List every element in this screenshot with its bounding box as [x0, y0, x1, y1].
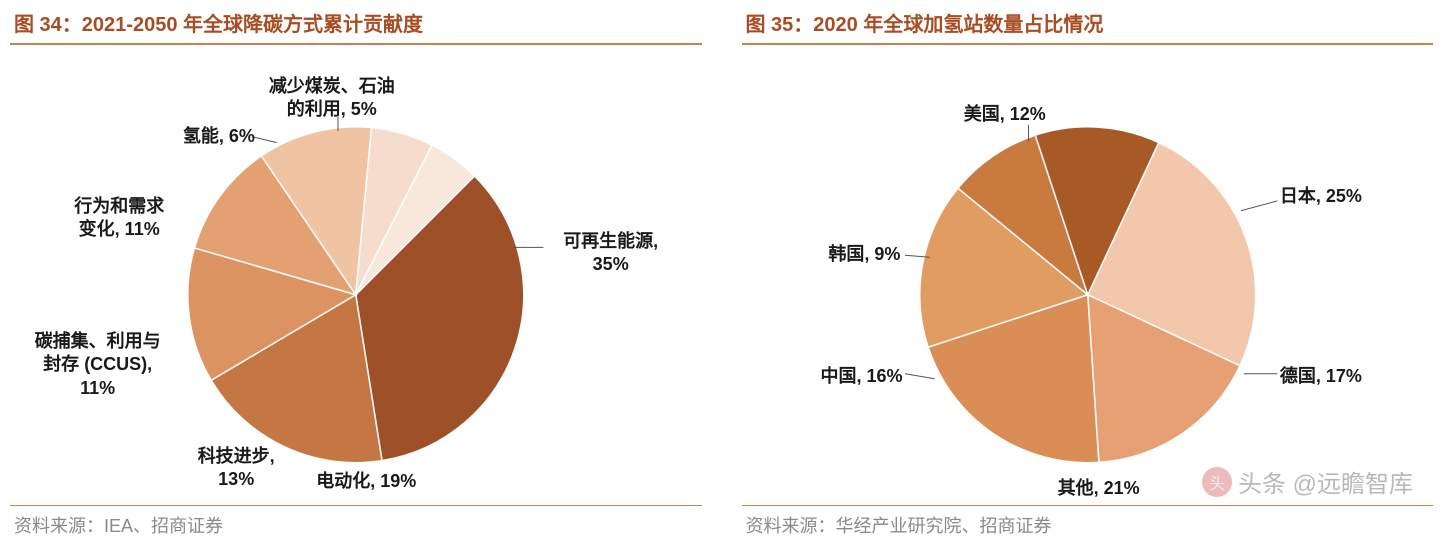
slice-label: 电动化, 19%	[316, 470, 416, 493]
leader-line	[252, 137, 277, 143]
right-source: 资料来源：华经产业研究院、招商证券	[742, 505, 1434, 544]
slice-label: 行为和需求 变化, 11%	[74, 195, 164, 242]
slice-label: 科技进步, 13%	[198, 445, 275, 492]
slice-label: 氢能, 6%	[183, 125, 255, 148]
slice-label: 减少煤炭、石油 的利用, 5%	[269, 75, 395, 122]
left-panel: 图 34：2021-2050 年全球降碳方式累计贡献度 可再生能源, 35% 电动…	[10, 0, 702, 544]
slice-label: 其他, 21%	[1058, 477, 1140, 500]
slice-label: 碳捕集、利用与 封存 (CCUS), 11%	[35, 330, 161, 400]
slice-label: 德国, 17%	[1280, 365, 1362, 388]
pie-svg	[742, 45, 1434, 505]
slice-label: 美国, 12%	[964, 103, 1046, 126]
right-panel: 图 35：2020 年全球加氢站数量占比情况 头 头条 @远瞻智库 日本, 25…	[742, 0, 1434, 544]
left-source: 资料来源：IEA、招商证券	[10, 505, 702, 544]
charts-container: 图 34：2021-2050 年全球降碳方式累计贡献度 可再生能源, 35% 电动…	[0, 0, 1443, 544]
left-chart-area: 可再生能源, 35% 电动化, 19% 科技进步, 13% 碳捕集、利用与 封存 (C…	[10, 45, 702, 505]
slice-label: 中国, 16%	[821, 365, 903, 388]
leader-line	[1240, 201, 1277, 211]
right-chart-area: 头 头条 @远瞻智库 日本, 25%德国, 17%其他, 21%中国, 16%韩…	[742, 45, 1434, 505]
left-title: 图 34：2021-2050 年全球降碳方式累计贡献度	[10, 0, 702, 45]
slice-label: 韩国, 9%	[828, 243, 900, 266]
leader-line	[904, 374, 934, 379]
slice-label: 可再生能源, 35%	[563, 230, 658, 277]
right-title: 图 35：2020 年全球加氢站数量占比情况	[742, 0, 1434, 45]
slice-label: 日本, 25%	[1280, 185, 1362, 208]
